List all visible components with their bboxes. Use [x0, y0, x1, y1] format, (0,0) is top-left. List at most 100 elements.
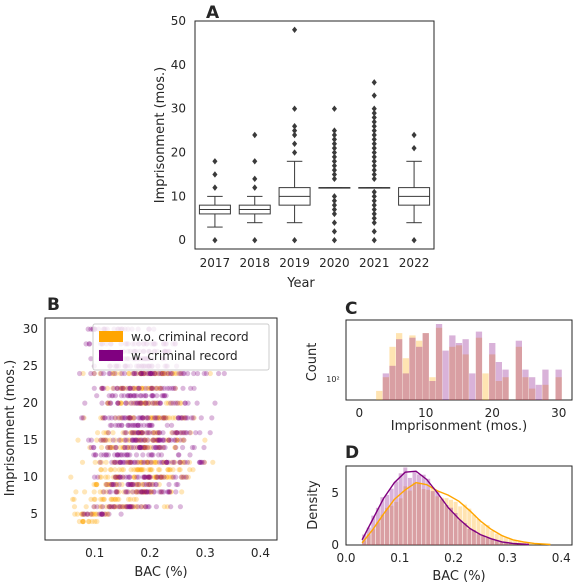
box-outlier: [212, 158, 218, 165]
histogram-bar: [522, 377, 529, 400]
scatter-point: [127, 459, 134, 465]
scatter-point: [120, 474, 126, 480]
scatter-point: [86, 437, 92, 443]
scatter-point: [87, 341, 93, 347]
panel-b-x-ticks: 0.1 0.2 0.3 0.4: [85, 546, 270, 560]
scatter-point: [81, 511, 88, 517]
scatter-point: [165, 370, 171, 377]
density-bar: [453, 513, 458, 545]
scatter-point: [153, 385, 159, 391]
scatter-point: [158, 474, 165, 480]
scatter-point: [179, 437, 185, 443]
scatter-point: [142, 474, 148, 480]
density-bar: [471, 530, 476, 545]
scatter-point: [154, 474, 160, 480]
scatter-point: [172, 444, 178, 451]
scatter-point: [122, 504, 129, 510]
x-tick-label: 0.1: [390, 551, 409, 565]
scatter-point: [125, 422, 131, 428]
scatter-point: [99, 504, 105, 510]
scatter-point: [135, 385, 141, 391]
density-bar: [417, 474, 421, 545]
scatter-point: [142, 400, 148, 406]
scatter-point: [201, 444, 207, 451]
scatter-point: [157, 467, 163, 473]
scatter-point: [120, 430, 126, 436]
scatter-point: [86, 341, 92, 347]
scatter-point: [170, 459, 176, 465]
scatter-point: [130, 370, 136, 377]
scatter-point: [106, 415, 112, 421]
scatter-point: [112, 467, 118, 473]
scatter-point: [156, 415, 162, 421]
scatter-point: [148, 415, 154, 421]
scatter-point: [123, 437, 130, 443]
scatter-point: [120, 467, 127, 473]
scatter-point: [103, 474, 109, 480]
scatter-point: [138, 415, 144, 421]
scatter-point: [138, 400, 144, 406]
scatter-point: [100, 511, 106, 517]
scatter-point: [180, 474, 186, 480]
scatter-point: [152, 459, 158, 465]
scatter-point: [142, 489, 148, 495]
scatter-point: [128, 444, 134, 451]
scatter-point: [139, 437, 145, 443]
scatter-point: [110, 370, 116, 377]
density-bar: [417, 483, 421, 545]
scatter-point: [113, 489, 119, 495]
scatter-point: [212, 400, 218, 406]
scatter-point: [177, 459, 183, 465]
density-bar: [476, 534, 481, 545]
scatter-point: [128, 393, 134, 399]
scatter-point: [114, 385, 120, 391]
scatter-point: [107, 400, 113, 406]
scatter-point: [149, 370, 155, 377]
scatter-point: [155, 370, 161, 377]
scatter-point: [101, 496, 107, 502]
scatter-point: [110, 437, 116, 443]
scatter-point: [114, 481, 120, 488]
scatter-point: [98, 474, 104, 480]
scatter-point: [133, 489, 139, 495]
scatter-point: [179, 474, 185, 480]
scatter-point: [159, 370, 165, 377]
scatter-point: [80, 518, 86, 525]
scatter-point: [196, 459, 202, 465]
scatter-point: [131, 430, 137, 436]
scatter-point: [139, 370, 145, 377]
scatter-point: [129, 422, 135, 428]
scatter-point: [115, 422, 121, 428]
scatter-point: [91, 481, 97, 488]
scatter-point: [201, 370, 207, 377]
scatter-point: [216, 370, 222, 377]
scatter-point: [80, 415, 86, 421]
panel-a-y-ticks: 0 10 20 30 40 50: [171, 14, 186, 247]
scatter-point: [125, 489, 131, 495]
scatter-point: [110, 496, 116, 502]
scatter-point: [75, 437, 81, 443]
histogram-bar: [482, 373, 489, 400]
density-bar: [430, 491, 435, 545]
x-tick-label: 2019: [279, 256, 310, 270]
scatter-point: [189, 444, 195, 451]
scatter-point: [160, 444, 166, 451]
scatter-point: [94, 511, 100, 517]
scatter-point: [132, 437, 138, 443]
scatter-point: [159, 489, 165, 495]
scatter-point: [145, 467, 152, 473]
scatter-point: [144, 459, 150, 465]
scatter-point: [136, 430, 142, 436]
scatter-point: [131, 393, 137, 399]
scatter-point: [185, 415, 191, 421]
y-tick-label: 30: [23, 322, 38, 336]
scatter-point: [165, 467, 171, 473]
histogram-bar: [455, 345, 463, 400]
panel-b-x-label: BAC (%): [134, 565, 187, 580]
scatter-point: [113, 370, 119, 377]
histogram-bar: [382, 377, 389, 400]
scatter-point: [145, 474, 151, 480]
panel-letter-b: B: [47, 295, 60, 315]
density-bar: [394, 481, 399, 545]
scatter-point: [92, 496, 98, 502]
